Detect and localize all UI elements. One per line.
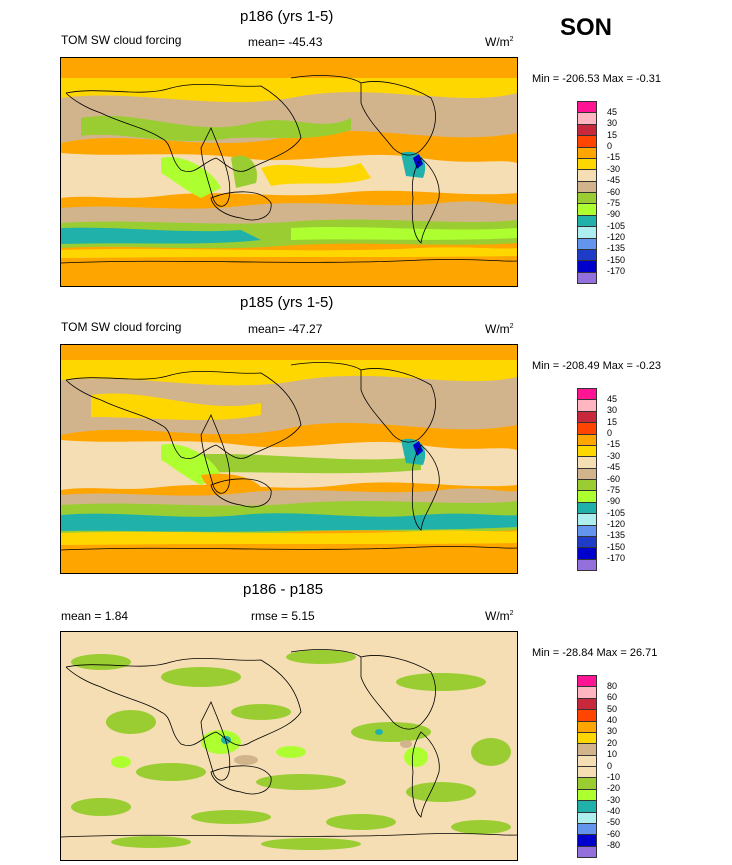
colorbar-tick-label: -20 (607, 783, 621, 794)
panel1-colorbar: 45 30 15 0 -15 -30 -45 -60 -75 -90 -105 -120 -135 -15… (577, 101, 657, 284)
colorbar-tick-label: 10 (607, 749, 618, 760)
colorbar-tick-label: 80 (607, 680, 618, 691)
panel2-colorbar: 45 30 15 0 -15 -30 -45 -60 -75 -90 -105 -120 -135 -15… (577, 388, 657, 571)
colorbar-tick-label: 45 (607, 393, 618, 404)
colorbar-tick-label: -45 (607, 175, 621, 186)
panel3-title: p186 - p185 (243, 581, 324, 598)
colorbar-tick-label: 15 (607, 416, 618, 427)
colorbar-tick-label: -15 (607, 152, 621, 163)
panel2-mean-label: mean= -47.27 (248, 322, 323, 336)
colorbar-tick-label: 45 (607, 106, 618, 117)
panel1-map (60, 57, 518, 287)
colorbar-swatch (577, 558, 597, 571)
panel2-left-label: TOM SW cloud forcing (61, 320, 182, 334)
colorbar-tick-label: 40 (607, 715, 618, 725)
colorbar-tick-label: -105 (607, 220, 626, 231)
colorbar-tick-label: -30 (607, 794, 621, 805)
panel1-mean-label: mean= -45.43 (248, 35, 323, 49)
panel1-title: p186 (yrs 1-5) (240, 8, 334, 25)
colorbar-tick-label: 60 (607, 692, 618, 703)
colorbar-tick-label: -30 (607, 163, 621, 174)
colorbar-swatch (577, 845, 597, 858)
panel2-map-svg (61, 345, 517, 573)
panel2-map (60, 344, 518, 574)
colorbar-tick-label: -30 (607, 450, 621, 461)
colorbar-tick-label: 15 (607, 129, 618, 140)
panel3-colorbar: 80 60 50 40 30 20 10 0 -10 -20 -30 -40 -50 -60 -80 (577, 675, 657, 858)
colorbar-tick-label: -135 (607, 243, 626, 254)
colorbar-tick-label: -105 (607, 507, 626, 518)
colorbar-tick-label: -40 (607, 806, 621, 816)
colorbar-swatch (577, 271, 597, 284)
colorbar-tick-label: -150 (607, 254, 626, 265)
colorbar-tick-label: -170 (607, 553, 626, 564)
colorbar-tick-label: 50 (607, 703, 618, 714)
panel3-map-svg (61, 632, 517, 860)
season-label: SON (560, 14, 613, 41)
colorbar-tick-label: 30 (607, 405, 618, 416)
panel1-left-label: TOM SW cloud forcing (61, 33, 182, 47)
panel1-units: W/m2 (485, 35, 514, 49)
colorbar-tick-label: 30 (607, 726, 618, 737)
panel1-map-svg (61, 58, 517, 286)
colorbar-tick-label: -45 (607, 462, 621, 473)
colorbar-tick-label: 0 (607, 428, 613, 438)
colorbar-tick-label: 20 (607, 737, 618, 748)
panel3-units: W/m2 (485, 609, 514, 623)
colorbar-tick-label: -60 (607, 186, 621, 197)
panel2-minmax: Min = -208.49 Max = -0.23 (532, 360, 662, 372)
colorbar-tick-label: -15 (607, 439, 621, 450)
panel3-mean-label: mean = 1.84 (61, 609, 129, 623)
colorbar-tick-label: -80 (607, 840, 621, 851)
colorbar-tick-label: -120 (607, 232, 626, 242)
colorbar-tick-label: -60 (607, 828, 621, 839)
panel2-title: p185 (yrs 1-5) (240, 294, 334, 311)
colorbar-tick-label: 0 (607, 760, 613, 771)
colorbar-tick-label: -120 (607, 519, 626, 529)
colorbar-tick-label: 30 (607, 118, 618, 129)
colorbar-tick-label: -90 (607, 209, 621, 220)
colorbar-tick-label: -50 (607, 817, 621, 828)
panel3-minmax: Min = -28.84 Max = 26.71 (532, 647, 658, 659)
colorbar-tick-label: -10 (607, 771, 621, 782)
colorbar-tick-label: -135 (607, 530, 626, 541)
panel2-units: W/m2 (485, 322, 514, 336)
panel3-rmse-label: rmse = 5.15 (251, 609, 315, 623)
colorbar-tick-label: -90 (607, 496, 621, 507)
colorbar-tick-label: -170 (607, 266, 626, 277)
colorbar-tick-label: -75 (607, 484, 621, 495)
panel1-minmax: Min = -206.53 Max = -0.31 (532, 73, 662, 85)
colorbar-tick-label: -75 (607, 197, 621, 208)
panel3-map (60, 631, 518, 861)
colorbar-tick-label: -60 (607, 473, 621, 484)
colorbar-tick-label: -150 (607, 541, 626, 552)
colorbar-tick-label: 0 (607, 141, 613, 151)
